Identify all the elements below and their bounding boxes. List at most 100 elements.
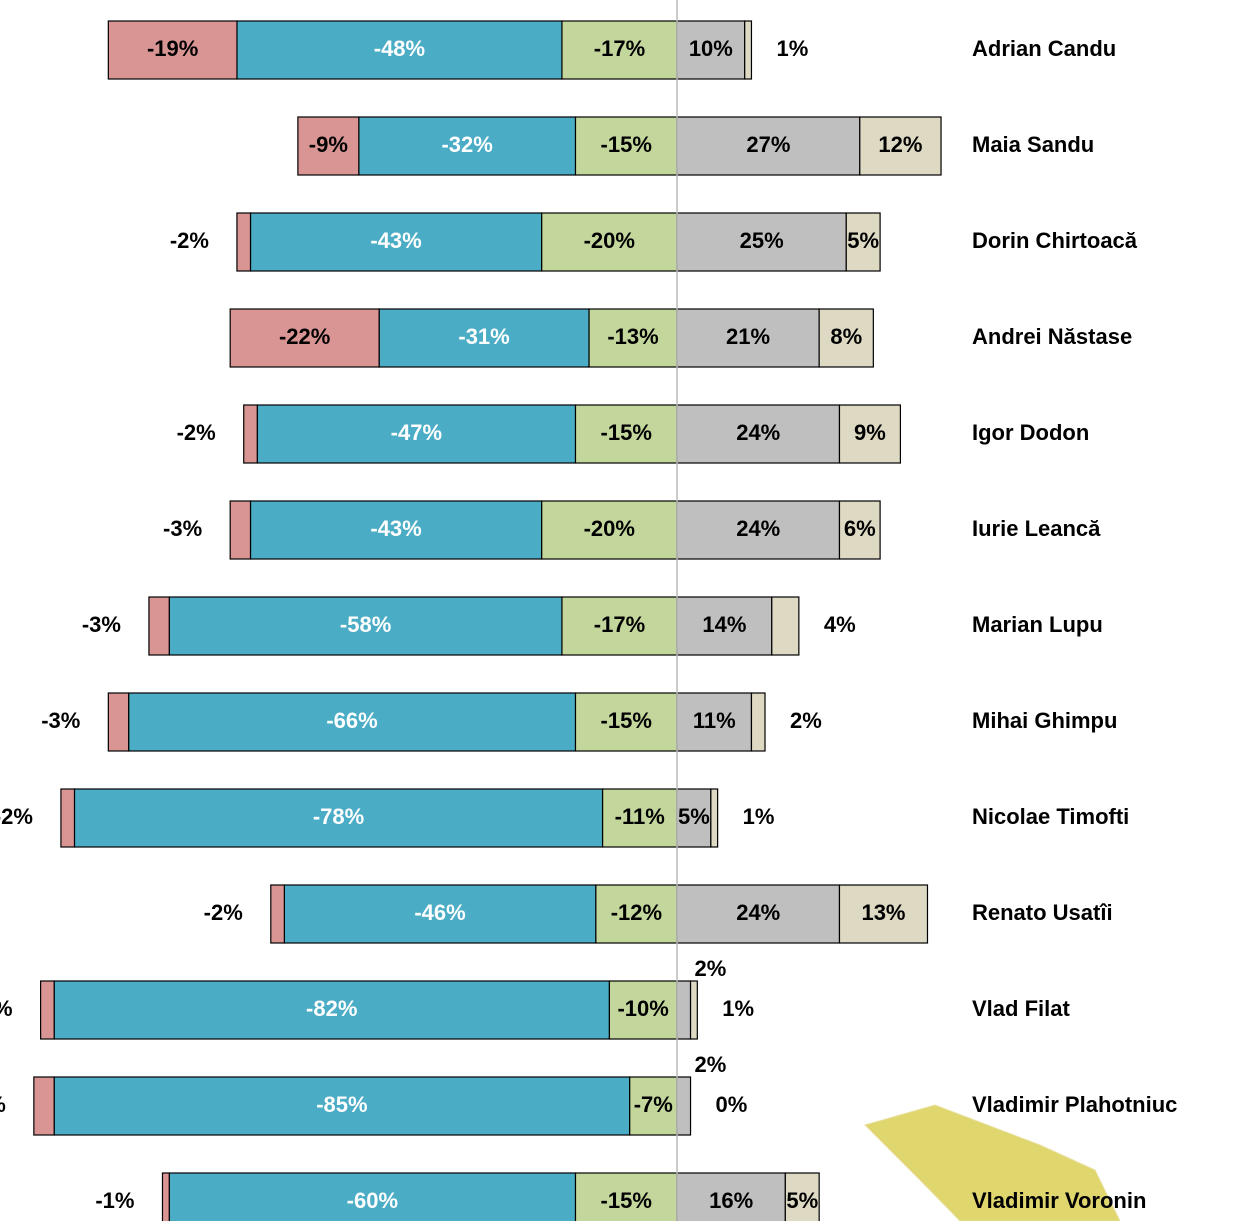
value-label: -2%: [177, 420, 216, 445]
value-label: 8%: [830, 324, 862, 349]
value-label: -3%: [163, 516, 202, 541]
category-label: Renato Usatîi: [972, 900, 1113, 925]
value-label: -17%: [594, 36, 645, 61]
category-label: Mihai Ghimpu: [972, 708, 1117, 733]
value-label: -78%: [313, 804, 364, 829]
category-label: Nicolae Timofti: [972, 804, 1129, 829]
bar-segment: [236, 212, 252, 272]
bar-segment: [595, 884, 678, 944]
bar-segment: [676, 1076, 692, 1136]
value-label: -46%: [414, 900, 465, 925]
category-label: Vladimir Voronin: [972, 1188, 1146, 1213]
value-label: -82%: [306, 996, 357, 1021]
value-label: -2%: [0, 804, 33, 829]
bar-segment: [40, 980, 55, 1040]
category-label: Andrei Năstase: [972, 324, 1132, 349]
bar-segment: [540, 212, 678, 272]
value-label: -32%: [441, 132, 492, 157]
bar-segment: [676, 116, 861, 176]
value-label: -2%: [0, 996, 13, 1021]
value-label: -3%: [82, 612, 121, 637]
value-label: -3%: [0, 1092, 6, 1117]
value-label: 12%: [878, 132, 922, 157]
value-label: -19%: [147, 36, 198, 61]
value-label: 4%: [824, 612, 856, 637]
value-label: -15%: [601, 1188, 652, 1213]
bar-segment: [629, 1076, 678, 1136]
bar-segment: [561, 596, 678, 656]
bar-segment: [676, 884, 841, 944]
bar-segment: [249, 212, 543, 272]
value-label: -2%: [204, 900, 243, 925]
bar-segment: [838, 404, 902, 464]
bar-segment: [249, 500, 543, 560]
value-label: -15%: [601, 420, 652, 445]
category-label: Dorin Chirtoacă: [972, 228, 1138, 253]
bar-segment: [33, 1076, 55, 1136]
bar-segment: [128, 692, 577, 752]
bar-segment: [161, 1172, 170, 1221]
bar-segment: [574, 692, 678, 752]
category-label: Adrian Candu: [972, 36, 1116, 61]
bar-segment: [358, 116, 577, 176]
value-label: -85%: [316, 1092, 367, 1117]
value-label: -60%: [347, 1188, 398, 1213]
bar-segment: [689, 980, 698, 1040]
value-label: 24%: [736, 900, 780, 925]
value-label: 2%: [790, 708, 822, 733]
value-label: -1%: [95, 1188, 134, 1213]
bar-segment: [73, 788, 604, 848]
value-label: -58%: [340, 612, 391, 637]
value-label: 1%: [743, 804, 775, 829]
value-label: 27%: [746, 132, 790, 157]
bar-segment: [229, 500, 252, 560]
value-label: 14%: [702, 612, 746, 637]
bar-segment: [784, 1172, 820, 1221]
value-label: -15%: [601, 708, 652, 733]
value-label: 5%: [786, 1188, 818, 1213]
value-label: 24%: [736, 516, 780, 541]
bar-segment: [676, 212, 847, 272]
value-label: 2%: [695, 956, 727, 981]
bar-segment: [845, 212, 881, 272]
value-label: -12%: [611, 900, 662, 925]
value-label: 10%: [689, 36, 733, 61]
bar-segment: [744, 20, 753, 80]
bar-segment: [750, 692, 766, 752]
bar-segment: [283, 884, 597, 944]
value-label: 1%: [722, 996, 754, 1021]
bar-segment: [148, 596, 170, 656]
value-label: -48%: [374, 36, 425, 61]
value-label: 9%: [854, 420, 886, 445]
bar-segment: [229, 308, 380, 368]
value-label: -31%: [458, 324, 509, 349]
bar-segment: [859, 116, 942, 176]
bar-segment: [168, 596, 563, 656]
value-label: -11%: [615, 804, 665, 829]
bar-segment: [676, 980, 692, 1040]
value-label: -2%: [170, 228, 209, 253]
value-label: -47%: [391, 420, 442, 445]
value-label: -20%: [584, 516, 635, 541]
bar-segment: [378, 308, 590, 368]
value-label: -17%: [594, 612, 645, 637]
category-label: Igor Dodon: [972, 420, 1089, 445]
bar-segment: [243, 404, 258, 464]
value-label: 24%: [736, 420, 780, 445]
value-label: 21%: [726, 324, 770, 349]
value-label: -15%: [601, 132, 652, 157]
bar-segment: [574, 1172, 678, 1221]
bar-segment: [676, 692, 753, 752]
value-label: 1%: [776, 36, 808, 61]
value-label: 6%: [844, 516, 876, 541]
bar-segment: [601, 788, 678, 848]
category-label: Marian Lupu: [972, 612, 1103, 637]
value-label: 5%: [847, 228, 879, 253]
value-label: 16%: [709, 1188, 753, 1213]
bar-segment: [771, 596, 800, 656]
bar-segment: [818, 308, 874, 368]
category-label: Maia Sandu: [972, 132, 1094, 157]
bar-segment: [60, 788, 76, 848]
